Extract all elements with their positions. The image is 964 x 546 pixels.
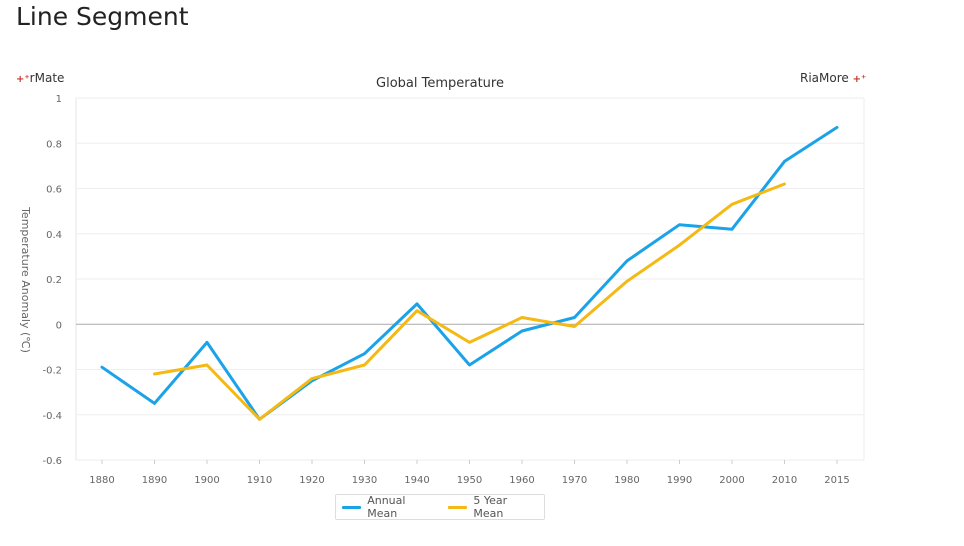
x-tick-label: 1970 (562, 475, 587, 486)
x-tick-label: 2000 (719, 475, 744, 486)
y-tick-label: -0.4 (42, 411, 62, 422)
legend: Annual Mean 5 Year Mean (335, 494, 545, 520)
x-tick-label: 1940 (404, 475, 429, 486)
x-tick-label: 1950 (457, 475, 482, 486)
legend-item-5-year-mean[interactable]: 5 Year Mean (448, 494, 538, 520)
x-tick-label: 1990 (667, 475, 692, 486)
x-tick-label: 1900 (194, 475, 219, 486)
legend-item-annual-mean[interactable]: Annual Mean (342, 494, 436, 520)
y-axis-label: Temperature Anomaly (℃) (19, 206, 32, 353)
series-line-5-year-mean[interactable] (153, 182, 786, 421)
y-tick-label: 0.8 (46, 139, 62, 150)
y-tick-label: -0.2 (42, 366, 62, 377)
chart-title: Global Temperature (376, 76, 504, 91)
y-tick-label: 0.2 (46, 275, 62, 286)
corner-label-right[interactable]: RiaMore +⁺ (800, 71, 866, 85)
series-line-annual-mean[interactable] (100, 125, 839, 421)
y-tick-label: 1 (56, 94, 62, 105)
x-tick-label: 1960 (509, 475, 534, 486)
page-title: Line Segment (16, 2, 189, 31)
legend-label-5-year-mean: 5 Year Mean (473, 494, 508, 520)
corner-label-right-text: RiaMore (800, 71, 849, 85)
x-tick-label: 1880 (89, 475, 114, 486)
x-tick-label: 2015 (824, 475, 849, 486)
x-tick-label: 1910 (247, 475, 272, 486)
x-tick-label: 2010 (772, 475, 797, 486)
x-tick-labels: 1880 1890 1900 1910 1920 1930 1940 1950 1960 1970… (89, 475, 849, 486)
plus-icon: +⁺ (16, 74, 30, 85)
corner-label-left[interactable]: +⁺rMate (16, 71, 64, 85)
legend-swatch-annual-mean (342, 505, 362, 509)
y-tick-labels: 1 0.8 0.6 0.4 0.2 0 -0.2 -0.4 -0.6 (42, 94, 62, 467)
y-tick-label: 0.4 (46, 230, 62, 241)
legend-label-annual-mean: Annual Mean (367, 494, 406, 520)
series-layer (100, 125, 839, 421)
x-tick-label: 1890 (142, 475, 167, 486)
corner-label-left-text: rMate (29, 71, 65, 85)
y-tick-label: 0.6 (46, 185, 62, 196)
legend-swatch-5-year-mean (448, 505, 468, 509)
x-tick-label: 1930 (352, 475, 377, 486)
grid-layer (75, 97, 865, 464)
plus-icon: +⁺ (852, 74, 867, 85)
y-tick-label: -0.6 (42, 456, 62, 467)
y-tick-label: 0 (56, 320, 62, 331)
x-tick-label: 1920 (299, 475, 324, 486)
x-tick-label: 1980 (614, 475, 639, 486)
